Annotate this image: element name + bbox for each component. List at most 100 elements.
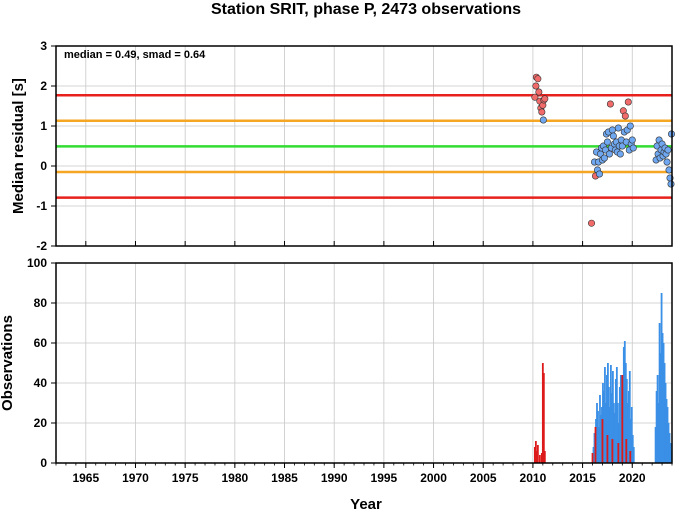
residual-point <box>608 126 616 134</box>
observation-bar <box>607 363 609 463</box>
observation-bar <box>632 447 635 463</box>
residual-point <box>629 144 637 152</box>
observation-bar <box>631 435 634 463</box>
residual-point <box>624 98 632 106</box>
observation-bar <box>666 407 669 463</box>
observation-bar <box>598 427 600 463</box>
observation-bar <box>628 371 631 463</box>
observation-bar <box>625 379 628 463</box>
observation-bar <box>660 293 663 463</box>
observations-y-axis-label: Observations <box>0 315 16 411</box>
residual-point <box>534 75 542 83</box>
x-tick-label: 2015 <box>569 471 596 485</box>
residual-y-tick-label: 1 <box>40 119 47 133</box>
observation-bar <box>540 453 543 463</box>
residual-y-axis-label: Median residual [s] <box>10 78 27 214</box>
observation-bar <box>594 427 597 463</box>
residual-point <box>532 82 540 90</box>
residual-point <box>603 138 611 146</box>
residual-point <box>539 116 547 124</box>
x-tick-label: 2000 <box>420 471 447 485</box>
observation-bar <box>625 439 628 463</box>
residual-point <box>664 146 672 154</box>
observations-panel-frame <box>55 262 673 464</box>
x-tick-label: 2020 <box>619 471 646 485</box>
residual-point <box>667 180 675 188</box>
residual-point <box>628 136 636 144</box>
residual-point <box>538 108 546 116</box>
observation-bar <box>533 447 536 463</box>
observation-bar <box>657 403 660 463</box>
residual-point <box>614 124 622 132</box>
observation-bar <box>668 433 671 463</box>
observation-bar <box>536 445 539 463</box>
observation-bar <box>609 407 611 463</box>
residual-point <box>626 122 634 130</box>
residual-y-tick-label: 3 <box>40 39 47 53</box>
observation-bar <box>613 413 616 463</box>
observation-bar <box>656 375 659 463</box>
residual-point <box>609 132 617 140</box>
observations-y-tick-label: 20 <box>34 416 48 430</box>
residual-y-tick-label: 2 <box>40 79 47 93</box>
observation-bar <box>612 403 615 463</box>
observation-bar <box>614 379 617 463</box>
observation-bar <box>661 333 664 463</box>
residual-point <box>541 95 549 103</box>
observation-bar <box>609 365 612 463</box>
x-tick-label: 1970 <box>122 471 149 485</box>
observation-bar <box>599 395 601 463</box>
observation-bar <box>603 391 605 463</box>
observation-bar <box>618 387 621 463</box>
observation-bar <box>662 343 665 463</box>
residual-y-tick-label: 0 <box>40 159 47 173</box>
x-tick-label: 1975 <box>172 471 199 485</box>
observation-bar <box>541 363 544 463</box>
observation-bar <box>619 375 622 463</box>
observation-bar <box>629 451 632 463</box>
observation-bar <box>611 371 614 463</box>
residual-point <box>531 93 539 101</box>
observation-bar <box>542 373 545 463</box>
observations-y-tick-label: 0 <box>40 456 47 470</box>
observation-bar <box>663 363 666 463</box>
observation-bar <box>601 419 604 463</box>
observation-bar <box>610 393 613 463</box>
x-tick-label: 1985 <box>271 471 298 485</box>
observation-bar <box>608 387 610 463</box>
observation-bar <box>627 391 630 463</box>
observation-bar <box>626 403 629 463</box>
x-tick-label: 2005 <box>470 471 497 485</box>
residual-point <box>535 88 543 96</box>
residual-point <box>606 100 614 108</box>
x-tick-label: 1980 <box>221 471 248 485</box>
observation-bar <box>596 403 598 463</box>
observation-bar <box>669 443 672 463</box>
observation-bar <box>623 341 626 463</box>
observation-bar <box>664 383 667 463</box>
observations-y-tick-label: 40 <box>34 376 48 390</box>
residual-y-tick-label: -1 <box>36 199 47 213</box>
observation-bar <box>630 407 633 463</box>
observation-bar <box>616 403 619 463</box>
x-tick-label: 1995 <box>371 471 398 485</box>
observation-bar <box>538 455 541 463</box>
observation-bar <box>600 415 602 463</box>
observation-bar <box>629 419 632 463</box>
observation-bar <box>617 443 620 463</box>
observation-bar <box>621 375 624 463</box>
observation-bar <box>665 399 668 463</box>
residual-point <box>595 170 603 178</box>
x-tick-label: 1990 <box>321 471 348 485</box>
chart-title: Station SRIT, phase P, 2473 observations <box>211 1 521 18</box>
observation-bar <box>606 435 609 463</box>
residual-point <box>588 219 596 227</box>
residual-panel: -2 -1 0 1 2 3 median = 0.49, smad = 0.64 Medi… <box>10 39 676 253</box>
residual-panel-frame <box>55 45 673 247</box>
observation-bar <box>658 323 661 463</box>
observation-bar <box>543 451 546 463</box>
observation-bar <box>615 367 618 463</box>
observation-bar <box>606 375 608 463</box>
observations-y-tick-label: 60 <box>34 336 48 350</box>
x-tick-label: 2010 <box>520 471 547 485</box>
